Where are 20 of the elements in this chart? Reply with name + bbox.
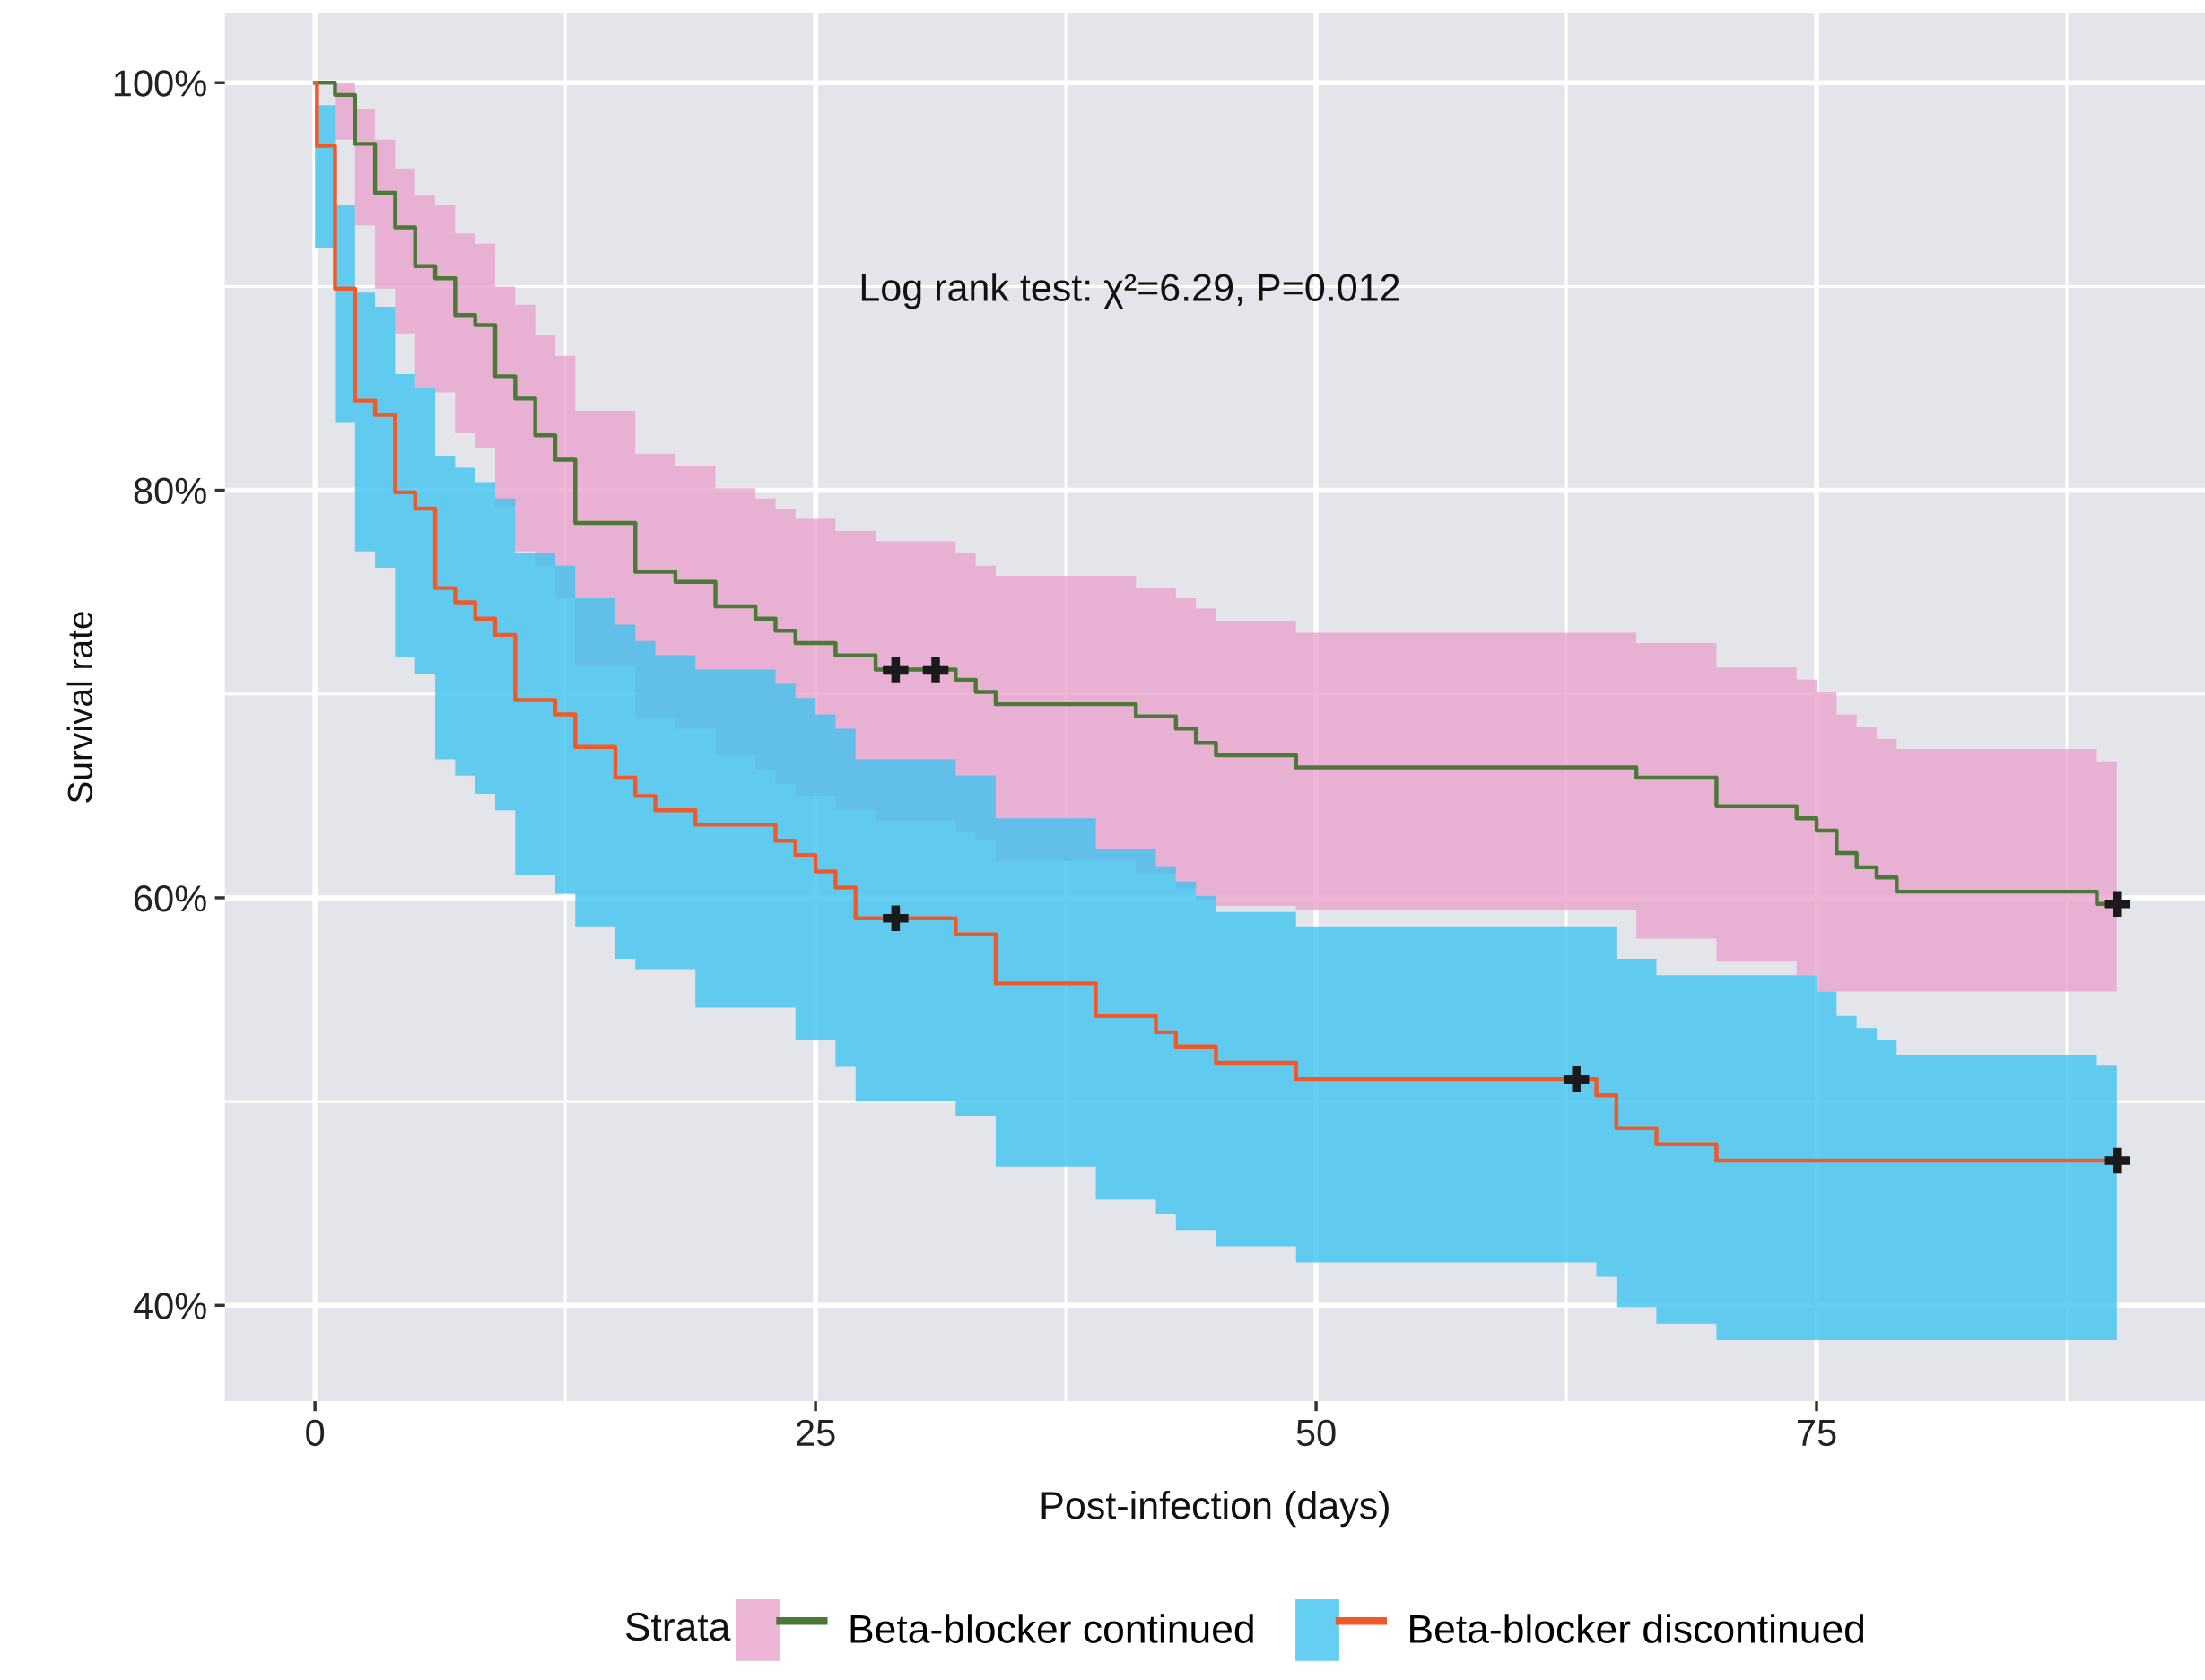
y-tick-label: 60% bbox=[135, 884, 206, 912]
legend-label: Beta-blocker discontinued bbox=[1410, 1614, 1864, 1643]
x-tick-label: 50 bbox=[1296, 1419, 1336, 1447]
y-tick-label: 80% bbox=[134, 477, 206, 505]
x-tick-label: 0 bbox=[306, 1419, 325, 1447]
point bbox=[2104, 891, 2131, 917]
y-tick-label: 40% bbox=[133, 1293, 206, 1319]
annotation: Log rank test: χ²=6.29, P=0.012 bbox=[861, 273, 1399, 309]
point bbox=[922, 657, 949, 683]
legend-title: Strata bbox=[625, 1612, 731, 1641]
point bbox=[883, 657, 909, 683]
y-axis-title: Survival rate bbox=[66, 612, 93, 803]
point bbox=[883, 905, 909, 931]
y-tick-label: 100% bbox=[114, 70, 206, 97]
x-tick-label: 75 bbox=[1797, 1420, 1836, 1447]
x-axis-title: Post-infection (days) bbox=[1041, 1491, 1389, 1528]
point bbox=[2104, 1147, 2131, 1174]
x-tick-label: 25 bbox=[797, 1419, 835, 1447]
point bbox=[1563, 1066, 1590, 1092]
legend-label: Beta-blocker continued bbox=[850, 1614, 1253, 1643]
